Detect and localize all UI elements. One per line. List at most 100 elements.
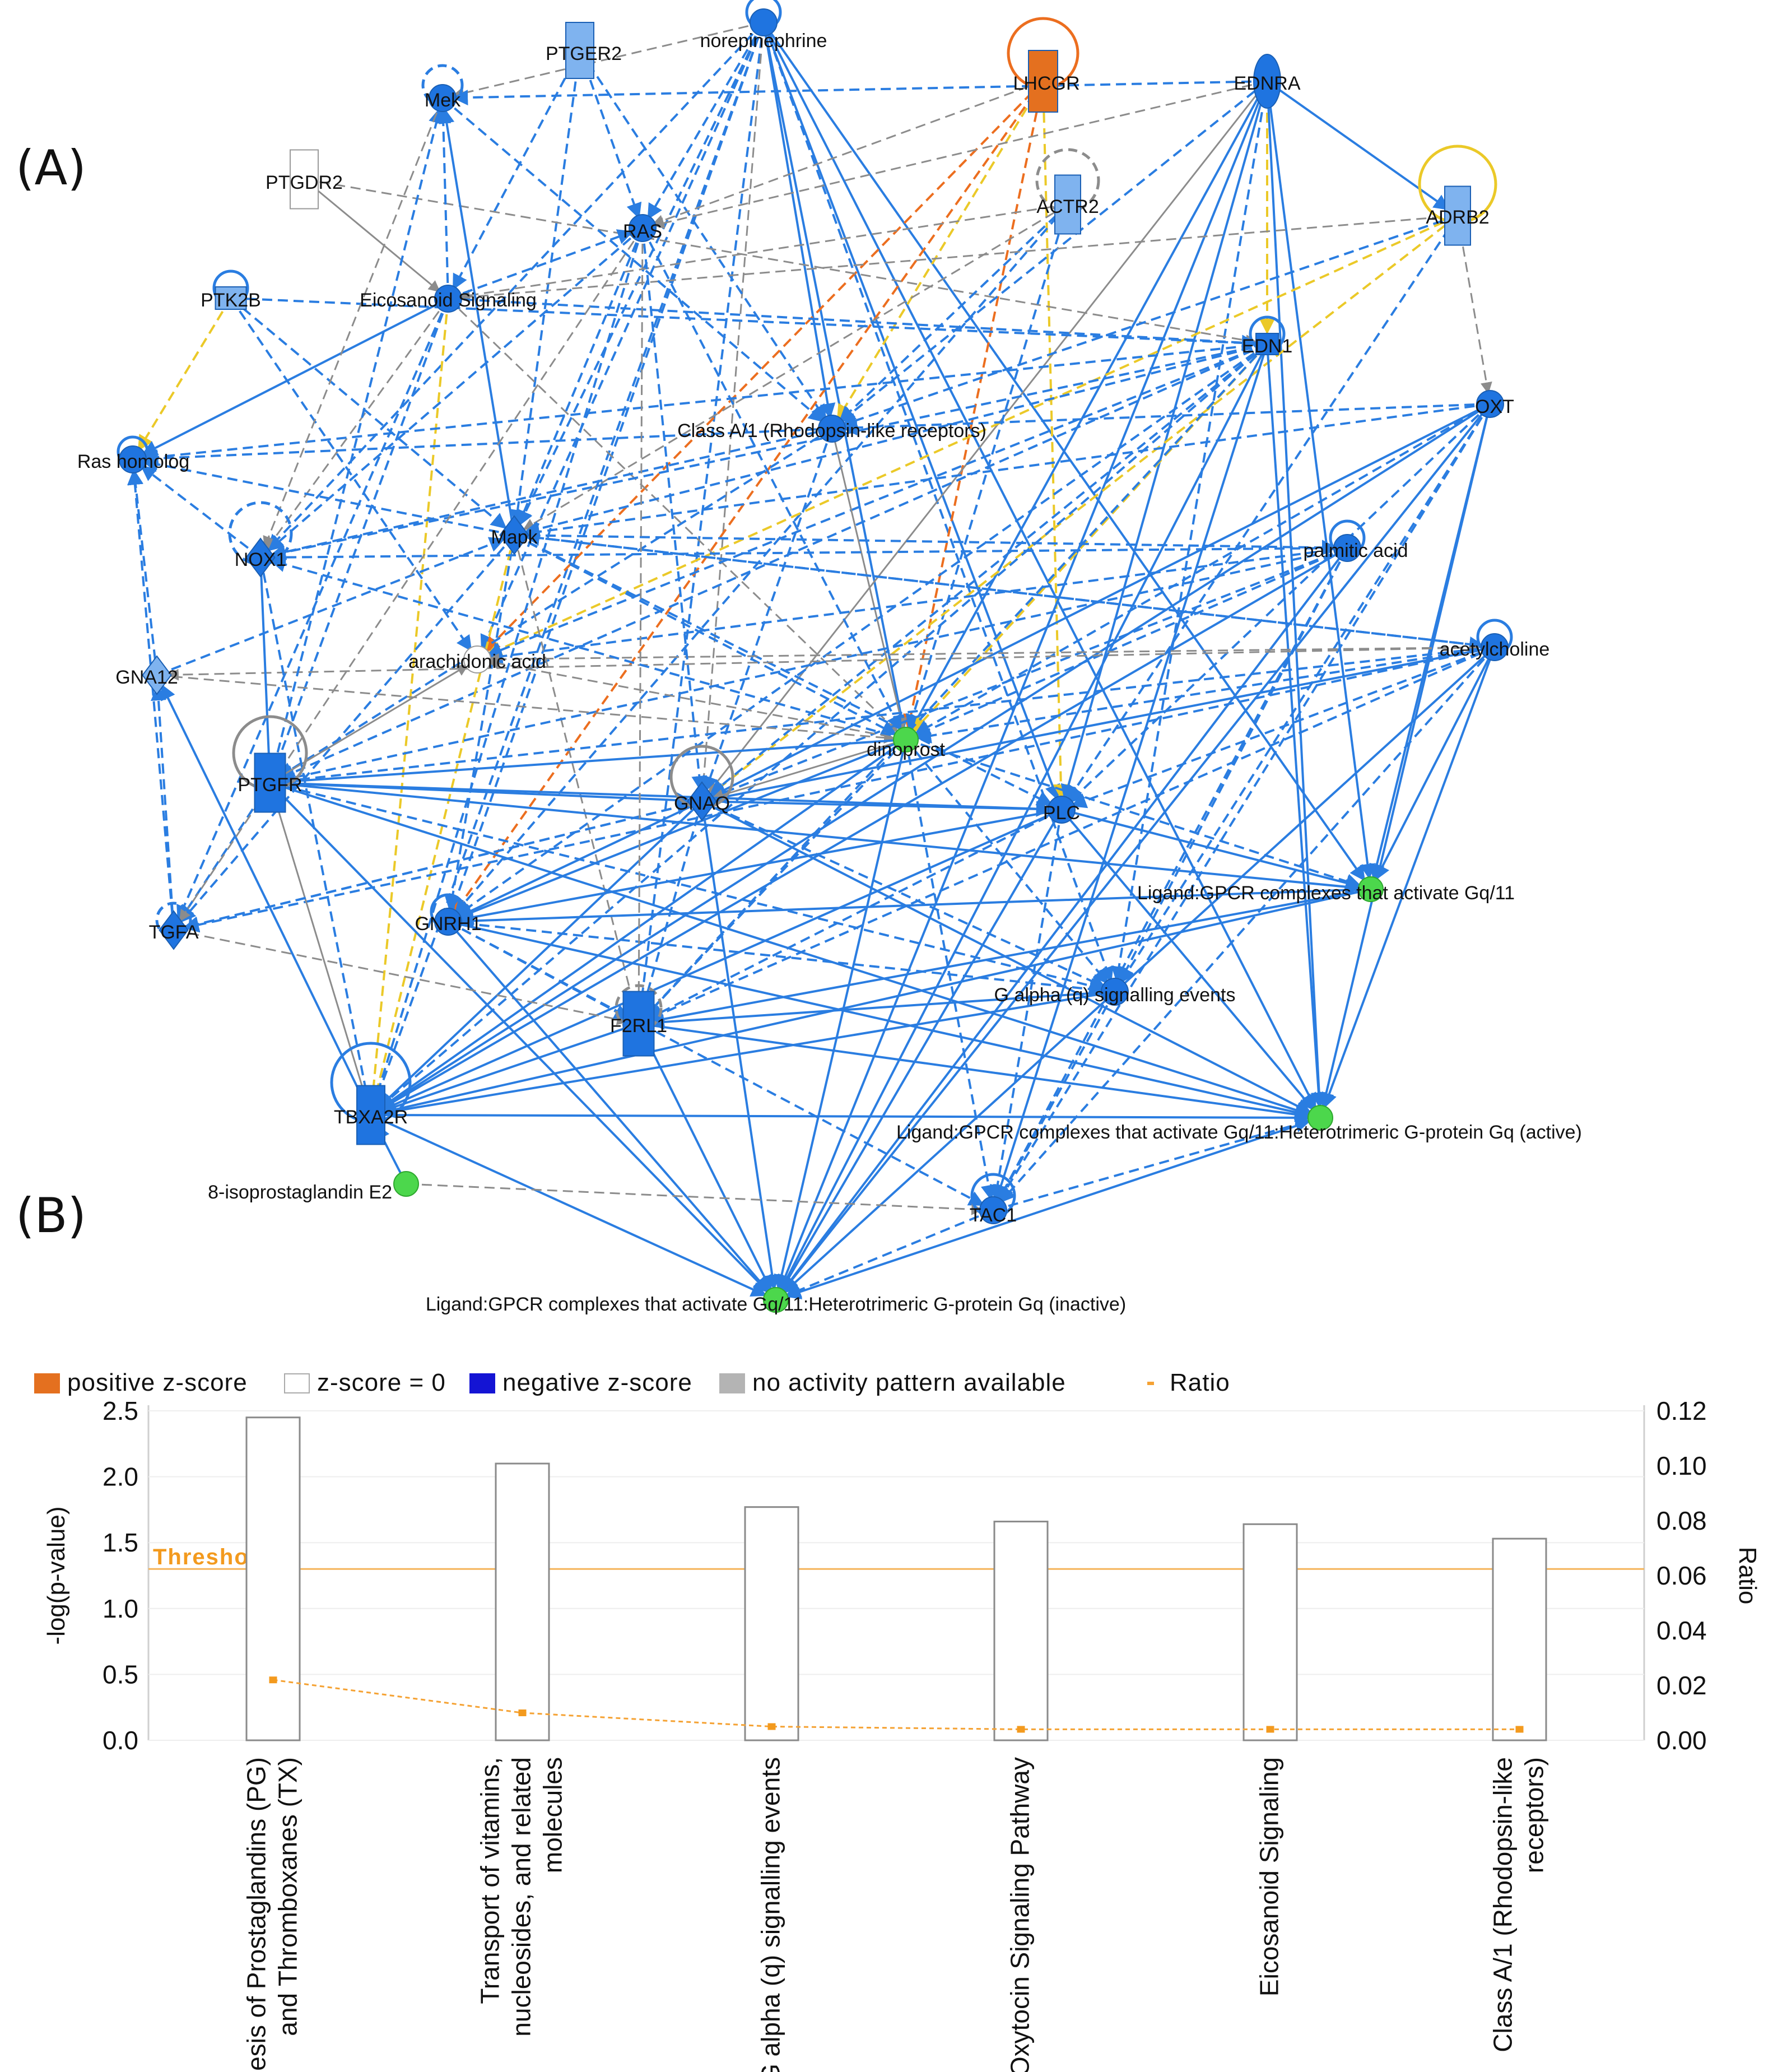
edge-ptgdr2-to-eicosanoidsignaling	[304, 178, 441, 292]
edge-ligandgq11-to-gnrh1	[458, 888, 1371, 929]
label-tbxa2r: TBXA2R	[334, 1107, 408, 1128]
network-diagram: norepinephrine PTGER2 Mek LHCGR EDNRA PTGDR2 A…	[77, 0, 1582, 1315]
edge-f2rl1-to-ligandactive	[638, 1023, 1311, 1122]
edge-ptgfr-to-tgfa	[179, 782, 271, 922]
edge-actr2-to-eicosanoidsignaling	[458, 203, 1068, 301]
edge-mek-to-nox1	[263, 97, 444, 549]
edge-oxt-to-classa1	[841, 403, 1491, 436]
edge-mapk-to-f2rl1	[513, 535, 639, 1014]
edge-adrb2-to-arachidonic	[486, 215, 1458, 657]
bar-6	[1492, 1537, 1547, 1741]
edge-f2rl1-to-tbxa2r	[380, 1023, 639, 1114]
edge-norepinephrine-to-mek	[452, 21, 764, 99]
node-tac1	[979, 1196, 1007, 1224]
label-gnaq: GNAQ	[674, 793, 730, 814]
left-tick-label: 0.0	[103, 1726, 138, 1755]
category-label-6: Class A/1 (Rhodopsin-like	[1488, 1757, 1518, 2052]
left-tick-label: 1.5	[103, 1528, 138, 1557]
bar-2	[495, 1462, 550, 1741]
label-lhcgr: LHCGR	[1013, 73, 1079, 94]
right-tick-label: 0.08	[1656, 1506, 1707, 1535]
label-ednra: EDNRA	[1234, 73, 1300, 94]
edge-edn1-to-nox1	[269, 343, 1268, 560]
node-ligandgq11	[1358, 876, 1384, 902]
ratio-point-3	[767, 1723, 776, 1730]
edge-gnaq-to-galpha	[701, 800, 1106, 988]
ratio-point-4	[1017, 1726, 1025, 1733]
category-label-6: receptors)	[1520, 1757, 1549, 1873]
legend-swatch-negative-z-score	[469, 1373, 495, 1393]
node-eicosanoidsignaling	[434, 285, 462, 313]
node-edn1	[1255, 333, 1279, 355]
left-tick-label: 2.0	[103, 1462, 138, 1492]
edge-edn1-to-arachidonic	[486, 343, 1268, 658]
edge-tac1-to-ligandinactive	[784, 1209, 994, 1298]
node-gnaq	[687, 781, 717, 821]
edge-galpha-to-f2rl1	[648, 991, 1115, 1030]
node-galpha	[1101, 978, 1129, 1006]
right-tick-label: 0.04	[1656, 1616, 1707, 1645]
chart-bars	[245, 1416, 1547, 1741]
edge-dinoprost-to-ptgfr	[280, 738, 906, 789]
edge-norepinephrine-to-ras	[647, 21, 765, 220]
edge-mapk-to-plc	[514, 534, 1053, 806]
label-ligandactive: Ligand:GPCR complexes that activate Gq/1…	[896, 1122, 1582, 1143]
edge-gnaq-to-plc	[701, 800, 1052, 817]
edge-edn1-to-f2rl1	[645, 343, 1268, 1017]
edge-dinoprost-to-ligandgq11	[905, 738, 1362, 889]
label-galpha: G alpha (q) signalling events	[994, 984, 1236, 1006]
label-ptk2b: PTK2B	[201, 290, 261, 311]
node-ligandinactive	[763, 1287, 789, 1313]
edge-acetylcholine-to-plc	[1071, 646, 1495, 809]
edge-mapk-to-gnrh1	[444, 535, 515, 913]
self-loop-tgfa	[155, 902, 192, 939]
edge-plc-to-tac1	[989, 809, 1063, 1201]
edge-eicosanoidsignaling-to-edn1	[448, 298, 1258, 351]
edge-ednra-to-ras	[652, 80, 1268, 229]
label-ptgdr2: PTGDR2	[266, 172, 343, 193]
label-oxt: OXT	[1475, 396, 1514, 417]
edge-eicosanoidsignaling-to-rashomolog	[141, 298, 449, 456]
edge-actr2-to-classa1	[839, 203, 1069, 422]
right-tick-label: 0.10	[1656, 1451, 1707, 1480]
node-gna12	[142, 655, 172, 695]
label-f2rl1: F2RL1	[610, 1015, 667, 1037]
edge-ptk2b-to-edn1	[230, 297, 1258, 351]
edge-tac1-to-ligandactive	[993, 1117, 1311, 1211]
label-ptgfr: PTGFR	[238, 774, 302, 796]
edge-gnrh1-to-tac1	[448, 921, 985, 1206]
edge-dinoprost-to-gnaq	[711, 738, 906, 801]
ratio-point-6	[1515, 1726, 1524, 1733]
edge-oxt-to-plc	[1068, 403, 1491, 803]
node-classa1	[818, 415, 846, 443]
edge-ptgfr-to-ligandinactive	[269, 782, 769, 1293]
category-label-2: Transport of vitamins,	[476, 1757, 505, 2004]
edge-acetylcholine-to-mapk	[524, 530, 1495, 648]
edge-ptgdr2-to-edn1	[304, 178, 1258, 346]
ratio-point-1	[269, 1676, 277, 1684]
ratio-point-2	[518, 1709, 527, 1716]
edge-galpha-to-tbxa2r	[380, 991, 1115, 1119]
panel-label-a: (A)	[16, 140, 86, 196]
node-ras	[629, 214, 657, 242]
node-ligandactive	[1307, 1105, 1333, 1131]
edge-edn1-to-mapk	[523, 343, 1268, 537]
edge-mapk-to-mek	[439, 107, 515, 536]
chart-ratio-line	[269, 1676, 1524, 1733]
bar-5	[1242, 1523, 1298, 1741]
edge-ptgfr-to-ligandgq11	[269, 782, 1361, 895]
label-dinoprost: dinoprost	[867, 739, 945, 760]
edge-edn1-to-gnrh1	[456, 343, 1268, 917]
chart-category-labels: Synthesis of Prostaglandins (PG) and Thro…	[242, 1757, 1549, 2072]
legend-swatch-z-score-0	[284, 1373, 310, 1393]
edge-ednra-to-gnaq	[708, 81, 1268, 793]
edge-ptgfr-to-mek	[269, 107, 444, 783]
edge-acetylcholine-to-tac1	[999, 646, 1496, 1204]
label-mapk: Mapk	[491, 527, 538, 548]
label-tgfa: TGFA	[149, 922, 199, 943]
chart-legend: positive z-score z-score = 0 negative z-sc…	[34, 1369, 1230, 1396]
edge-oxt-to-ligandactive	[1318, 403, 1491, 1109]
edge-dinoprost-to-ligandinactive	[774, 739, 907, 1291]
edge-isopge2-to-tac1	[406, 1183, 984, 1215]
